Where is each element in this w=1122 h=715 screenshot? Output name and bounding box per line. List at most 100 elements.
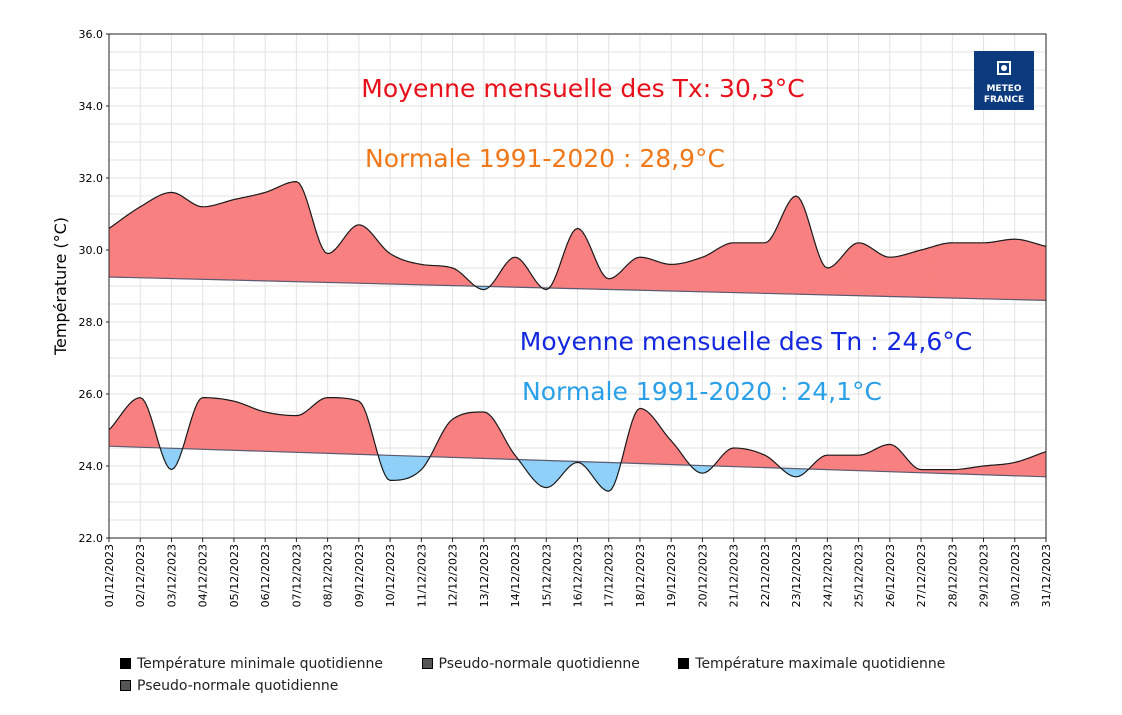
tx-area-above-normal <box>696 257 701 293</box>
tx-area-above-normal <box>1035 243 1039 301</box>
tn-area-above-normal <box>483 411 487 459</box>
tn-area-below-normal <box>548 460 552 488</box>
tn-area-above-normal <box>751 450 755 468</box>
tx-area-above-normal <box>392 254 396 285</box>
x-tick-label: 23/12/2023 <box>790 544 803 607</box>
tx-area-above-normal <box>400 258 404 285</box>
tx-area-above-normal <box>327 252 331 283</box>
tx-area-above-normal <box>767 238 771 294</box>
tx-area-above-normal <box>775 225 779 295</box>
tn-area-above-normal <box>119 412 123 447</box>
tn-area-above-normal <box>873 447 878 472</box>
tn-area-above-normal <box>319 398 323 454</box>
tx-area-above-normal <box>374 235 378 285</box>
tx-area-above-normal <box>746 242 750 294</box>
tn-area-above-normal <box>199 397 203 450</box>
tx-area-above-normal <box>889 256 893 297</box>
tx-area-above-normal <box>931 245 935 298</box>
tx-area-above-normal <box>957 242 961 299</box>
tx-area-above-normal <box>605 277 610 290</box>
temperature-lines <box>108 180 1047 492</box>
tn-area-above-normal <box>121 408 125 448</box>
tx-area-above-normal <box>283 183 287 282</box>
x-tick-label: 09/12/2023 <box>353 544 366 607</box>
tn-area-above-normal <box>834 454 839 471</box>
tx-area-above-normal <box>355 224 360 284</box>
tn-area-above-normal <box>329 397 334 454</box>
tx-area-above-normal <box>387 251 391 285</box>
tx-area-above-normal <box>566 237 570 289</box>
tx-area-above-normal <box>993 241 997 300</box>
tn-area-above-normal <box>480 411 485 459</box>
tn-area-below-normal <box>413 455 417 477</box>
tx-area-above-normal <box>881 254 885 297</box>
legend-item-normal-tn: Pseudo-normale quotidienne <box>421 653 640 675</box>
tx-area-above-normal <box>132 209 136 278</box>
tx-area-above-normal <box>197 205 201 280</box>
tx-area-above-normal <box>509 257 513 288</box>
tx-area-above-normal <box>871 247 875 297</box>
tx-area-above-normal <box>264 191 269 282</box>
tx-area-above-normal <box>163 192 167 279</box>
x-tick-label: 10/12/2023 <box>384 544 397 607</box>
tx-area-above-normal <box>949 242 953 299</box>
tx-area-above-normal <box>715 248 719 293</box>
tx-area-above-normal <box>941 243 945 299</box>
tx-area-above-normal <box>241 196 245 281</box>
tx-area-above-normal <box>624 264 628 291</box>
tx-area-above-normal <box>712 249 716 293</box>
tx-area-above-normal <box>925 247 930 298</box>
tn-area-above-normal <box>665 433 669 465</box>
tn-area-above-normal <box>1001 463 1005 476</box>
tx-area-above-normal <box>447 266 451 286</box>
tn-area-above-normal <box>353 399 357 455</box>
tn-area-above-normal <box>251 407 256 452</box>
tn-area-below-normal <box>171 447 175 471</box>
tx-area-above-normal <box>1040 244 1044 301</box>
tx-area-above-normal <box>858 242 862 297</box>
x-tick-label: 30/12/2023 <box>1009 544 1022 607</box>
tn-area-above-normal <box>257 409 261 452</box>
tx-area-above-normal <box>441 265 446 286</box>
tn-area-above-normal <box>197 398 201 450</box>
tx-area-above-normal <box>868 245 872 297</box>
tx-area-above-normal <box>225 200 230 281</box>
tn-area-above-normal <box>738 447 742 468</box>
tx-area-above-normal <box>808 222 813 295</box>
tx-area-above-normal <box>587 241 591 290</box>
tx-area-above-normal <box>329 250 334 283</box>
tn-area-above-normal <box>280 414 284 453</box>
tn-area-above-normal <box>1024 457 1029 477</box>
tx-area-above-normal <box>116 220 120 278</box>
tn-area-above-normal <box>660 426 664 465</box>
tn-area-above-normal <box>756 451 760 468</box>
tn-area-above-normal <box>897 447 901 473</box>
tn-area-below-normal <box>543 460 547 488</box>
tx-area-above-normal <box>348 228 352 284</box>
tn-area-above-normal <box>449 418 453 458</box>
tx-area-above-normal <box>668 263 672 292</box>
tx-area-above-normal <box>449 266 453 286</box>
tx-area-above-normal <box>298 182 302 283</box>
y-tick-label: 34.0 <box>79 100 104 113</box>
tx-area-above-normal <box>678 262 682 292</box>
tn-area-above-normal <box>993 464 997 476</box>
tx-area-above-normal <box>350 226 354 284</box>
tx-area-above-normal <box>413 262 417 285</box>
tn-area-above-normal <box>876 446 880 472</box>
tx-area-above-normal <box>205 206 209 280</box>
tn-area-above-normal <box>829 454 833 471</box>
tx-area-above-normal <box>231 199 235 281</box>
x-tick-label: 20/12/2023 <box>696 544 709 607</box>
tn-area-above-normal <box>642 408 646 465</box>
tn-area-above-normal <box>337 397 341 455</box>
tx-area-above-normal <box>1022 239 1026 301</box>
tn-area-above-normal <box>967 467 971 475</box>
x-tick-label: 04/12/2023 <box>197 544 210 607</box>
tx-area-above-normal <box>780 213 784 295</box>
tx-area-above-normal <box>699 256 703 293</box>
tx-area-above-normal <box>673 263 677 292</box>
tn-area-above-normal <box>457 414 461 458</box>
y-tick-label: 26.0 <box>79 388 104 401</box>
